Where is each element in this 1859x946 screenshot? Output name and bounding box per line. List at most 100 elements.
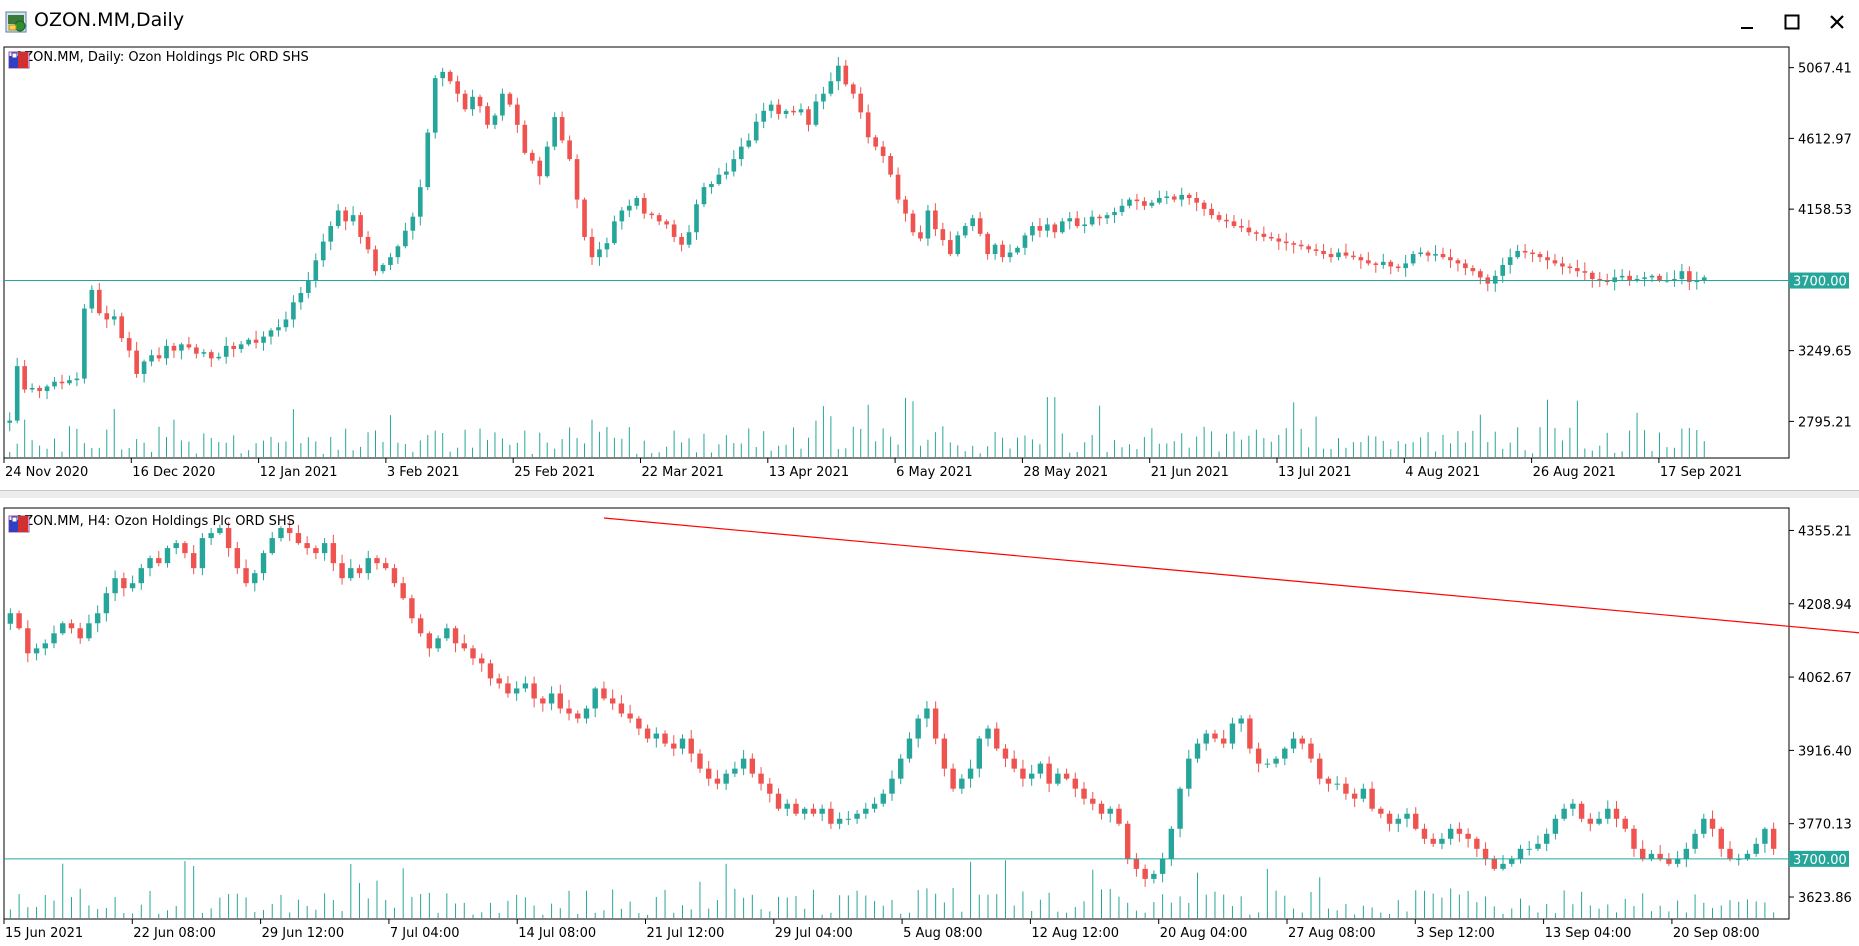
candle-body	[1386, 813, 1393, 824]
candle-body	[574, 159, 580, 200]
candle-body	[732, 768, 738, 774]
candle-body	[836, 65, 841, 82]
candle-body	[955, 235, 961, 255]
candle-body	[1067, 218, 1073, 222]
candle-body	[1290, 738, 1297, 749]
candle-body	[705, 768, 712, 779]
candle-body	[740, 758, 747, 769]
price-tick-label: 2795.21	[1798, 415, 1852, 430]
candle-body	[1336, 252, 1341, 258]
time-tick-label: 13 Jul 2021	[1278, 465, 1352, 480]
candle-body	[531, 683, 537, 699]
candle-body	[1561, 808, 1567, 819]
candle-body	[461, 643, 467, 649]
candle-body	[627, 205, 632, 211]
candle-body	[582, 199, 587, 237]
candle-body	[1366, 260, 1371, 264]
daily-price-tag-text: 3700.00	[1793, 275, 1847, 290]
candle-body	[1388, 261, 1394, 267]
candle-body	[985, 233, 990, 255]
candle-body	[487, 663, 494, 679]
candle-body	[941, 738, 948, 769]
candle-body	[992, 244, 998, 255]
candle-body	[1151, 873, 1157, 879]
candle-body	[313, 548, 319, 554]
candle-body	[252, 573, 258, 584]
h4-volume-bars	[9, 860, 1775, 918]
h4-price-tag	[1789, 850, 1849, 867]
price-tick-label: 3770.13	[1798, 818, 1852, 833]
candle-body	[567, 140, 572, 160]
candle-body	[854, 813, 860, 819]
candle-body	[880, 146, 886, 156]
candle-body	[1157, 198, 1162, 203]
candle-body	[1201, 202, 1207, 209]
daily-chart-canvas[interactable]: 5067.41 4612.97 4158.53 3249.65 2795.21 24 N…	[0, 44, 1859, 490]
candle-body	[985, 728, 991, 739]
candle-body	[77, 628, 83, 639]
candle-body	[888, 155, 893, 175]
daily-time-axis: 24 Nov 2020 16 Dec 2020 12 Jan 2021 3 Feb 2…	[3, 458, 1742, 480]
candle-body	[1112, 212, 1117, 216]
candle-body	[1059, 221, 1065, 233]
candle-body	[29, 387, 35, 390]
candle-body	[1334, 783, 1340, 785]
candle-body	[1649, 275, 1655, 278]
candle-body	[119, 316, 125, 339]
candle-body	[179, 344, 184, 351]
candle-body	[1526, 848, 1532, 850]
candle-body	[225, 528, 232, 549]
candle-body	[1613, 808, 1620, 819]
candle-body	[1373, 263, 1379, 265]
h4-chart-label: OZON.MM, H4: Ozon Holdings Plc ORD SHS	[14, 514, 295, 529]
h4-chart-canvas[interactable]: 4355.21 4208.94 4062.67 3916.40 3770.13 3623.…	[0, 498, 1859, 946]
candle-body	[1410, 254, 1416, 264]
candle-body	[1216, 215, 1222, 220]
h4-candles	[7, 520, 1777, 887]
candle-body	[374, 558, 380, 564]
candle-body	[758, 773, 764, 784]
candle-body	[1220, 738, 1227, 744]
candle-body	[68, 623, 75, 629]
candle-body	[636, 718, 642, 729]
window-titlebar[interactable]: OZON.MM,Daily	[0, 0, 1859, 45]
candle-body	[388, 257, 393, 265]
candle-body	[156, 355, 162, 359]
candle-body	[1567, 266, 1573, 269]
candle-body	[496, 678, 502, 684]
h4-trendline[interactable]	[603, 517, 1859, 819]
candle-body	[709, 184, 714, 188]
candle-body	[1020, 768, 1026, 779]
candle-body	[540, 698, 546, 704]
maximize-button[interactable]	[1770, 6, 1814, 38]
candle-body	[1011, 758, 1017, 769]
minimize-button[interactable]	[1725, 6, 1769, 38]
candle-body	[67, 380, 72, 384]
candle-body	[776, 104, 781, 114]
candle-body	[425, 132, 431, 188]
price-tick-label: 5067.41	[1798, 62, 1852, 77]
time-tick-label: 25 Feb 2021	[514, 465, 595, 480]
time-tick-label: 12 Aug 12:00	[1031, 926, 1119, 941]
time-tick-label: 15 Jun 2021	[5, 926, 83, 941]
candle-body	[977, 218, 983, 234]
candle-body	[1351, 255, 1356, 258]
candle-body	[694, 204, 699, 233]
time-tick-label: 4 Aug 2021	[1405, 465, 1480, 480]
candle-body	[238, 344, 244, 350]
h4-chart-pane[interactable]: OZON.MM, H4: Ozon Holdings Plc ORD SHS 4…	[0, 498, 1859, 946]
candle-body	[1500, 264, 1506, 276]
candle-body	[1037, 763, 1044, 774]
candle-body	[738, 146, 744, 160]
candle-body	[810, 808, 817, 814]
candle-body	[1164, 196, 1170, 199]
candle-body	[1045, 224, 1050, 231]
candle-body	[537, 160, 543, 177]
close-button[interactable]	[1815, 6, 1859, 38]
candle-body	[1291, 243, 1297, 245]
candle-body	[1509, 858, 1515, 864]
daily-chart-pane[interactable]: OZON.MM, Daily: Ozon Holdings Plc ORD SH…	[0, 44, 1859, 490]
candle-body	[383, 563, 389, 569]
candle-body	[507, 93, 513, 105]
candle-body	[1507, 257, 1513, 265]
